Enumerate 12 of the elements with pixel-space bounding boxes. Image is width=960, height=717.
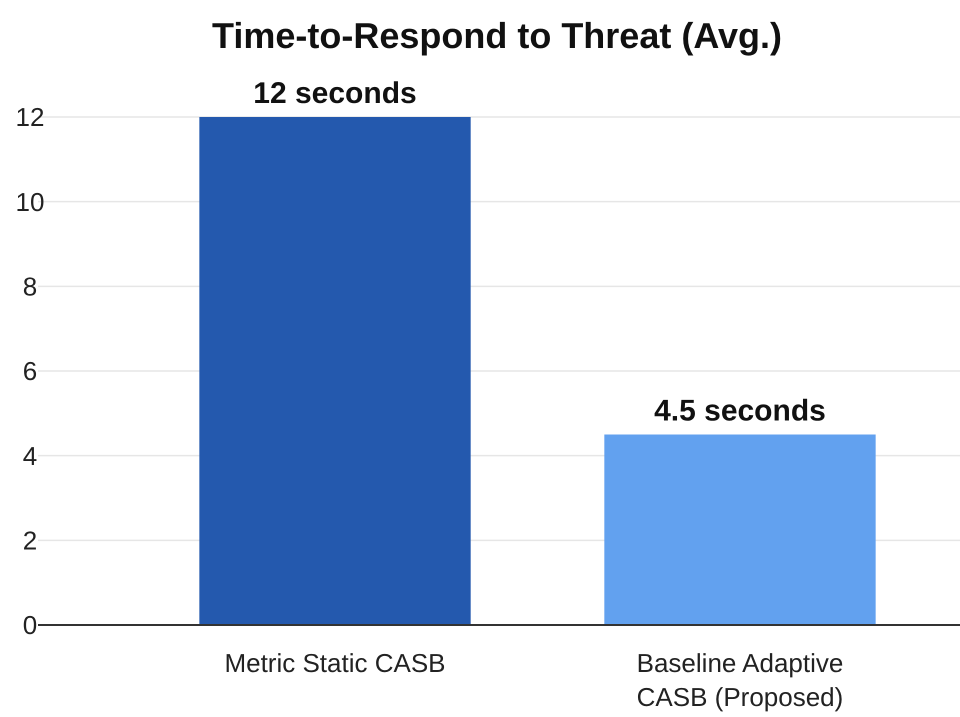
- x-tick-label: Baseline Adaptive CASB (Proposed): [636, 648, 844, 712]
- y-tick-label: 8: [22, 271, 38, 302]
- y-tick-label: 12: [16, 102, 44, 132]
- y-tick-label: 2: [22, 525, 38, 556]
- data-label: 4.5 seconds: [654, 394, 826, 428]
- x-tick-label: Metric Static CASB: [224, 648, 446, 678]
- data-label: 12 seconds: [253, 77, 417, 110]
- chart-title: Time-to-Respond to Threat (Avg.): [212, 15, 782, 56]
- y-tick-label: 6: [22, 356, 38, 386]
- y-tick-label: 0: [22, 610, 38, 640]
- y-tick-label: 4: [22, 440, 38, 471]
- y-tick-label: 10: [16, 186, 44, 217]
